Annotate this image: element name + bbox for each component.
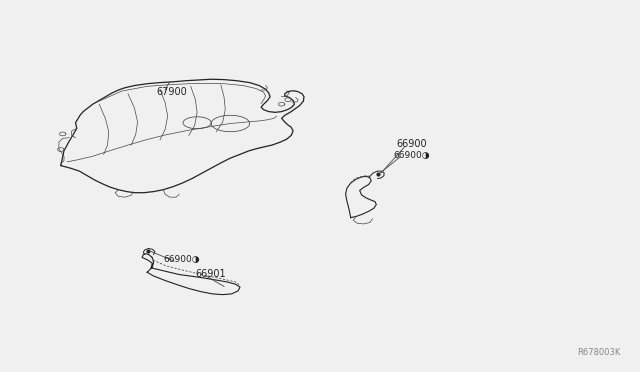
Text: 66900◑: 66900◑: [394, 151, 430, 160]
Text: 66901: 66901: [195, 269, 226, 279]
Text: 66900: 66900: [397, 139, 428, 149]
Text: R678003K: R678003K: [577, 348, 621, 357]
Text: 66900◑: 66900◑: [163, 255, 200, 264]
Text: 67900: 67900: [157, 87, 188, 97]
